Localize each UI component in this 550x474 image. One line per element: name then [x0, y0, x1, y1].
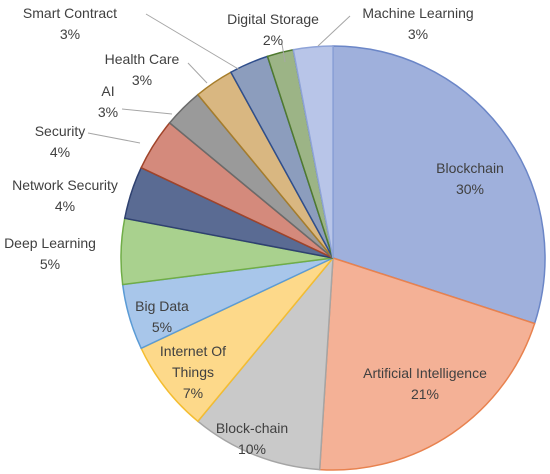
slice-label: Internet Of Things 7%: [160, 343, 226, 401]
slice-label: Blockchain 30%: [436, 160, 504, 197]
pie-slice-blockchain: [332, 45, 546, 325]
leader-line: [281, 43, 286, 63]
slice-label: Health Care 3%: [105, 51, 180, 88]
slice-label: Network Security 4%: [12, 177, 118, 214]
slice-label: Machine Learning 3%: [362, 5, 473, 42]
pie-slice-artificial-intelligence: [318, 256, 536, 471]
pie-slice-block-chain: [196, 255, 334, 471]
leader-lines: [87, 13, 351, 144]
slice-label: Smart Contract 3%: [23, 5, 117, 42]
pie-slice-machine-learning: [292, 45, 334, 259]
slice-label: Big Data 5%: [135, 298, 189, 335]
pie-slices: [120, 45, 546, 471]
slice-label: Artificial Intelligence 21%: [363, 365, 487, 402]
leader-line: [87, 132, 141, 144]
leader-line: [187, 62, 208, 84]
leader-line: [121, 108, 173, 115]
slice-label: Digital Storage 2%: [227, 11, 319, 48]
slice-label: AI 3%: [98, 83, 118, 120]
slice-label: Security 4%: [35, 123, 86, 160]
slice-label: Deep Learning 5%: [4, 235, 96, 272]
slice-labels: Blockchain 30% Artificial Intelligence 21% B…: [4, 5, 504, 457]
slice-label: Block-chain 10%: [216, 420, 288, 457]
leader-line: [317, 15, 351, 47]
leader-line: [145, 13, 241, 71]
